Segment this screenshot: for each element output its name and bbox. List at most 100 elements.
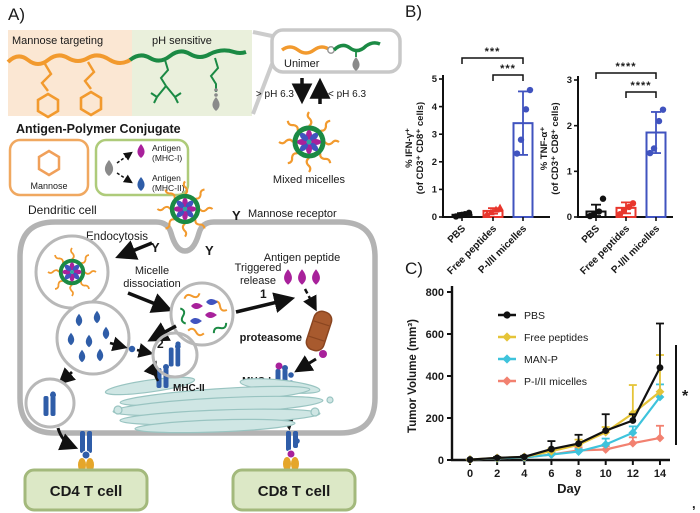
antigen-peptide-label: Antigen peptide	[264, 252, 340, 264]
data-point	[595, 208, 603, 215]
endoplasmic-reticulum	[104, 376, 334, 434]
data-point	[458, 211, 466, 218]
antigen-mhc2-label-2: (MHC-II)	[152, 183, 185, 193]
data-point	[513, 150, 521, 157]
x-axis-title: Day	[557, 481, 582, 496]
legend-label: MAN-P	[524, 354, 558, 366]
arrow-to-cd4-membrane	[56, 427, 79, 451]
data-point	[599, 195, 607, 202]
y-tick-label: 0	[567, 212, 572, 223]
data-point	[526, 86, 534, 94]
ph-arrows: > pH 6.3 < pH 6.3	[256, 77, 367, 105]
data-point	[520, 453, 528, 461]
mixed-micelles-label: Mixed micelles	[273, 174, 346, 186]
y-tick-label: 600	[426, 329, 444, 341]
antigen-mhc1-label-1: Antigen	[152, 143, 181, 153]
conjugate-title: Antigen-Polymer Conjugate	[16, 122, 181, 136]
arrow-dissociation	[127, 291, 173, 313]
data-point	[629, 417, 637, 424]
micelle-dissociation-label-1: Micelle	[135, 265, 169, 277]
panel-c-label: C)	[405, 259, 423, 278]
legend-marker	[502, 354, 512, 364]
arrow-to-proteasome	[303, 288, 317, 312]
panel-c: C) 0 200 400 600 800 0 2 4 6 8 10 12 14 Day Tumor Volu…	[405, 259, 696, 511]
proteasome-icon	[305, 310, 333, 352]
data-point	[629, 200, 637, 207]
significance-bracket	[492, 74, 524, 81]
panel-a: A) Mannose targeting pH sensitive Unimer…	[6, 5, 402, 512]
y-tick-label: 200	[426, 413, 444, 425]
data-point	[659, 106, 667, 113]
y-tick-label: 4	[432, 102, 438, 113]
y-tick-label: 5	[432, 74, 438, 85]
y-tick-label: 2	[432, 157, 437, 168]
mixed-micelle-icon	[279, 112, 339, 172]
panel-b-label: B)	[405, 2, 422, 21]
cd8-tcell-box: CD8 T cell	[231, 468, 357, 512]
legend-marker	[502, 332, 512, 342]
cd8-mhc1-complex	[283, 431, 300, 471]
data-point	[601, 440, 611, 449]
mhc1-dot-a	[288, 372, 294, 378]
arrow-to-mhc1	[294, 355, 317, 373]
y-tick-label: 400	[426, 371, 444, 383]
data-point	[601, 445, 611, 454]
x-tick-label: 12	[627, 468, 639, 480]
data-point	[616, 211, 624, 218]
antigen-mhc2-label-1: Antigen	[152, 173, 181, 183]
mannose-legend-box: Mannose	[8, 138, 90, 197]
data-point	[493, 454, 501, 462]
y-tick-label: 1	[432, 185, 438, 196]
y-axis-title: % TNF-α⁺	[539, 127, 550, 171]
mhc2-label: MHC-II	[173, 383, 205, 394]
data-point	[590, 211, 598, 218]
x-tick-label: 8	[575, 468, 581, 480]
proteasome-label: proteasome	[240, 332, 302, 344]
step1-label: 1	[260, 287, 267, 301]
data-point	[646, 149, 654, 157]
x-tick-label: 4	[521, 468, 528, 480]
svg-text:Y: Y	[151, 240, 160, 255]
panel-a-label: A)	[8, 5, 25, 24]
significance-bracket	[625, 91, 657, 98]
y-tick-label: 800	[426, 287, 444, 299]
mannose-hexagon-icon	[37, 149, 61, 177]
y-axis-title: (of CD3⁺ CD8⁺ cells)	[550, 102, 561, 194]
y-tick-label: 0	[432, 212, 437, 223]
ph-sensitive-block	[132, 30, 252, 116]
data-point	[466, 456, 474, 463]
y-tick-label: 3	[432, 129, 437, 140]
series-line	[469, 396, 661, 461]
y-axis-title: Tumor Volume (mm³)	[407, 319, 419, 433]
y-tick-label: 0	[438, 455, 444, 467]
significance-bracket	[461, 57, 524, 64]
endocytosis-label: Endocytosis	[86, 231, 148, 243]
y-axis-title: (of CD3⁺ CD8⁺ cells)	[415, 102, 426, 194]
line-chart-tumor-volume: 0 200 400 600 800 0 2 4 6 8 10 12 14 Day Tumor Volume …	[407, 286, 689, 496]
legend-marker	[502, 376, 512, 386]
funnel-line-top	[252, 30, 273, 38]
mannose-label: Mannose	[30, 181, 67, 191]
significance-bracket	[595, 72, 657, 79]
data-point	[465, 209, 473, 217]
significance-label: ***	[500, 63, 516, 75]
data-point	[655, 387, 665, 397]
significance-label: ****	[615, 61, 636, 73]
significance-label: ***	[485, 46, 501, 58]
data-point	[628, 428, 638, 438]
cd4-tcell-box: CD4 T cell	[23, 468, 149, 512]
data-point	[620, 206, 628, 214]
x-tick-label: 0	[467, 468, 473, 480]
cd4-mhc2-complex	[78, 431, 94, 472]
y-tick-label: 3	[567, 75, 572, 86]
caption-fragment: ,	[692, 496, 696, 511]
ph-sensitive-label: pH sensitive	[152, 35, 212, 47]
y-axis-title: % IFN-γ⁺	[404, 128, 415, 168]
mhc1-peptide-dot	[275, 362, 283, 370]
mannose-targeting-block	[8, 30, 132, 116]
mhc2-transport-vesicle	[24, 377, 76, 429]
triggered-release-label-2: release	[240, 275, 276, 287]
processed-peptide-dot	[319, 350, 327, 358]
data-point	[575, 440, 582, 448]
x-tick-label: 6	[548, 468, 554, 480]
